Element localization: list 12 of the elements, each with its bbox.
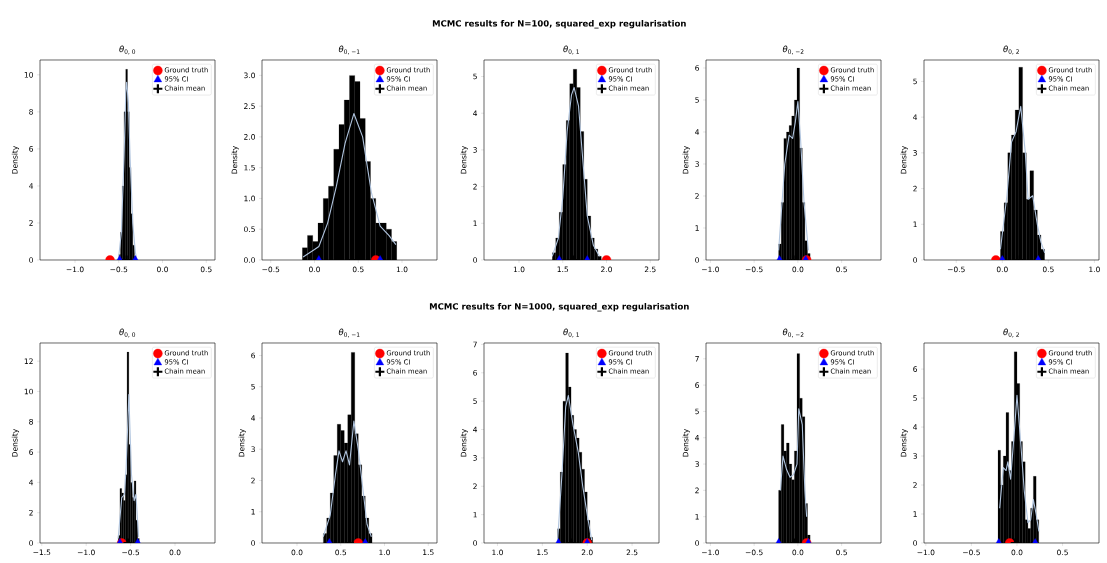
text: MCMC results for N=1000, squared_exp regularisation (429, 303, 689, 312)
chart-title: θ$_{0, 1}$ (563, 328, 579, 338)
chart-title: θ$_{0, 2}$ (1003, 45, 1019, 55)
chart-title: θ$_{0, 0}$ (119, 328, 136, 338)
chart-title: θ$_{0, 2}$ (1003, 328, 1019, 338)
chart-title: θ$_{0, 1}$ (563, 45, 579, 55)
chart-title: θ$_{0, −1}$ (338, 328, 360, 338)
text: MCMC results for N=100, squared_exp regularisation (432, 20, 686, 29)
chart-title: θ$_{0, −1}$ (338, 45, 360, 55)
chart-title: θ$_{0, −2}$ (782, 45, 804, 55)
chart-title: θ$_{0, 0}$ (119, 45, 136, 55)
chart-title: θ$_{0, −2}$ (782, 328, 804, 338)
